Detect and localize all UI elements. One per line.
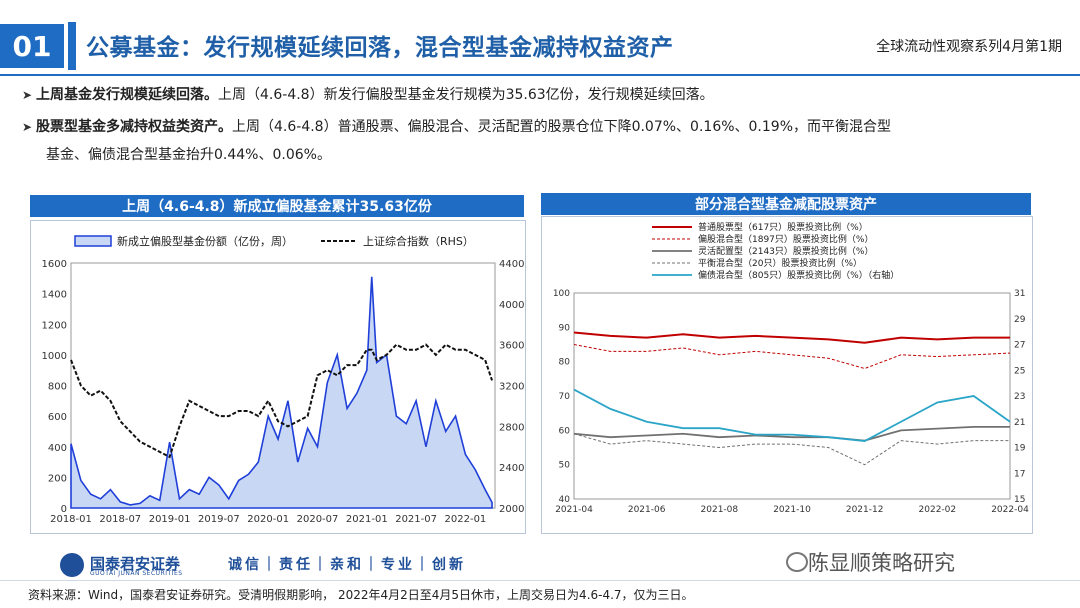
chart1-y2-tick-1: 2400 — [499, 463, 524, 474]
chart2-y-tick-6: 100 — [553, 289, 570, 299]
chart1-x-tick-4: 2020-01 — [247, 514, 289, 525]
chart2-y2-tick-8: 31 — [1014, 289, 1025, 299]
chart2-box: 40 50 60 70 80 90 100 15 17 19 21 23 25 27 29 31 2021-04… — [541, 216, 1033, 534]
chart1-series-sse-index — [70, 343, 493, 459]
chart2-y2-tick-3: 21 — [1014, 418, 1025, 428]
chart2-y-tick-4: 80 — [559, 358, 571, 368]
chart2-x-tick-0: 2021-04 — [555, 505, 593, 515]
chart2-series-2 — [573, 426, 1010, 442]
chart2-x-tick-6: 2022-04 — [991, 505, 1029, 515]
chart2-y2-tick-4: 23 — [1014, 392, 1025, 402]
chart2-series-4 — [573, 388, 1011, 442]
chart1-x-tick-1: 2018-07 — [99, 514, 141, 525]
chart1-x-tick-7: 2021-07 — [395, 514, 437, 525]
bullet-2-text: 上周（4.6-4.8）普通股票、偏股混合、灵活配置的股票仓位下降0.07%、0.… — [232, 119, 892, 135]
chart2-x-tick-4: 2021-12 — [846, 505, 884, 515]
chart1-y-tick-7: 1400 — [42, 290, 67, 301]
logo-subtext: GUOTAI JUNAN SECURITIES — [90, 570, 183, 577]
chart2-legend-label-2: 灵活配置型（2143只）股票投资比例（%） — [698, 245, 873, 257]
chart2-series-3 — [573, 433, 1010, 466]
chart1-x-tick-8: 2022-01 — [445, 514, 487, 525]
chart2-y-tick-1: 50 — [559, 461, 571, 471]
chart1-box: 0 200 400 600 800 1000 1200 1400 1600 2000 2400 280… — [30, 220, 526, 534]
chart1-y2-tick-6: 4400 — [499, 259, 524, 270]
chart1-y2-tick-5: 4000 — [499, 300, 524, 311]
chart1-y-tick-8: 1600 — [42, 259, 67, 270]
chart2-x-tick-3: 2021-10 — [773, 505, 811, 515]
chart1-y2-tick-0: 2000 — [499, 504, 524, 515]
chart1-y2-tick-4: 3600 — [499, 341, 524, 352]
logo-icon — [60, 553, 84, 577]
bullet-1: ➤ 上周基金发行规模延续回落。上周（4.6-4.8）新发行偏股型基金发行规模为35… — [22, 82, 714, 108]
chart1-y-tick-3: 600 — [48, 412, 67, 423]
chart1-legend-label-0: 新成立偏股型基金份额（亿份，周） — [117, 234, 293, 248]
chart2-x-tick-5: 2022-02 — [919, 505, 957, 515]
chart1-y-tick-4: 800 — [48, 382, 67, 393]
chart2-y2-tick-0: 15 — [1014, 495, 1025, 505]
chart2-plot-frame — [573, 292, 1011, 500]
header-divider — [0, 74, 1080, 76]
chart1-svg: 0 200 400 600 800 1000 1200 1400 1600 2000 2400 280… — [42, 234, 525, 525]
chart2-y2-tick-1: 17 — [1014, 469, 1025, 479]
chart2-x-tick-1: 2021-06 — [628, 505, 666, 515]
chart2-legend-label-3: 平衡混合型（20只）股票投资比例（%） — [698, 257, 862, 269]
title-accent-bar — [68, 22, 76, 70]
bullet-1-bold: 上周基金发行规模延续回落。 — [36, 87, 218, 103]
chart2-y2-tick-6: 27 — [1014, 341, 1025, 351]
chart1-series-fund-shares — [70, 276, 493, 509]
chart1-x-tick-5: 2020-07 — [297, 514, 339, 525]
chart1-x-tick-3: 2019-07 — [198, 514, 240, 525]
chart1-x-tick-2: 2019-01 — [149, 514, 191, 525]
chart2-y2-tick-2: 19 — [1014, 444, 1026, 454]
chart1-y-tick-6: 1200 — [42, 320, 67, 331]
chart2-y-tick-5: 90 — [559, 323, 571, 333]
chart1-y-tick-5: 1000 — [42, 351, 67, 362]
chart1-legend-label-1: 上证综合指数（RHS） — [363, 234, 474, 248]
page-title: 公募基金：发行规模延续回落，混合型基金减持权益资产 — [86, 35, 674, 61]
chart2-legend-label-4: 偏债混合型（805只）股票投资比例（%）（右轴） — [698, 269, 899, 281]
chart2-y-tick-0: 40 — [559, 495, 571, 505]
chart2-x-tick-2: 2021-08 — [701, 505, 739, 515]
arrow-icon: ➤ — [22, 88, 33, 102]
chart1-x-tick-6: 2021-01 — [346, 514, 388, 525]
chart1-x-tick-0: 2018-01 — [50, 514, 92, 525]
footer-divider — [0, 580, 1080, 581]
chart2-legend-label-1: 偏股混合型（1897只）股票投资比例（%） — [698, 233, 873, 245]
chart2-svg: 40 50 60 70 80 90 100 15 17 19 21 23 25 27 29 31 2021-04… — [553, 221, 1029, 515]
chart2-y-tick-3: 70 — [559, 392, 571, 402]
chart1-y-tick-0: 0 — [61, 504, 67, 515]
source-note: 资料来源：Wind，国泰君安证券研究。受清明假期影响， 2022年4月2日至4月… — [28, 588, 694, 602]
section-number: 01 — [0, 24, 64, 68]
bullet-2: ➤ 股票型基金多减持权益类资产。上周（4.6-4.8）普通股票、偏股混合、灵活配置… — [22, 114, 891, 140]
chart1-y-tick-1: 200 — [48, 473, 67, 484]
logo-text: 国泰君安证券 — [90, 555, 181, 573]
arrow-icon: ➤ — [22, 120, 33, 134]
chart2-y-tick-2: 60 — [559, 426, 571, 436]
wechat-account: 陈显顺策略研究 — [808, 551, 955, 575]
bullet-2-cont: 基金、偏债混合型基金抬升0.44%、0.06%。 — [46, 147, 331, 163]
chart1-y2-tick-3: 3200 — [499, 382, 524, 393]
chart1-legend-swatch-0 — [74, 235, 112, 247]
wechat-icon — [786, 552, 808, 572]
chart1-title: 上周（4.6-4.8）新成立偏股基金累计35.63亿份 — [30, 195, 524, 217]
chart2-legend-label-0: 普通股票型（617只）股票投资比例（%） — [698, 221, 868, 233]
chart2-y2-tick-7: 29 — [1014, 315, 1026, 325]
chart2-series-1 — [573, 344, 1011, 370]
chart1-y2-tick-2: 2800 — [499, 422, 524, 433]
chart2-title: 部分混合型基金减配股票资产 — [541, 193, 1031, 215]
series-label: 全球流动性观察系列4月第1期 — [876, 39, 1062, 55]
bullet-2-bold: 股票型基金多减持权益类资产。 — [36, 119, 232, 135]
bullet-1-text: 上周（4.6-4.8）新发行偏股型基金发行规模为35.63亿份，发行规模延续回落… — [218, 87, 714, 103]
chart1-y-tick-2: 400 — [48, 443, 67, 454]
slogan: 诚信｜责任｜亲和｜专业｜创新 — [228, 557, 466, 573]
chart2-y2-tick-5: 25 — [1014, 366, 1025, 376]
chart2-series-0 — [573, 331, 1010, 344]
